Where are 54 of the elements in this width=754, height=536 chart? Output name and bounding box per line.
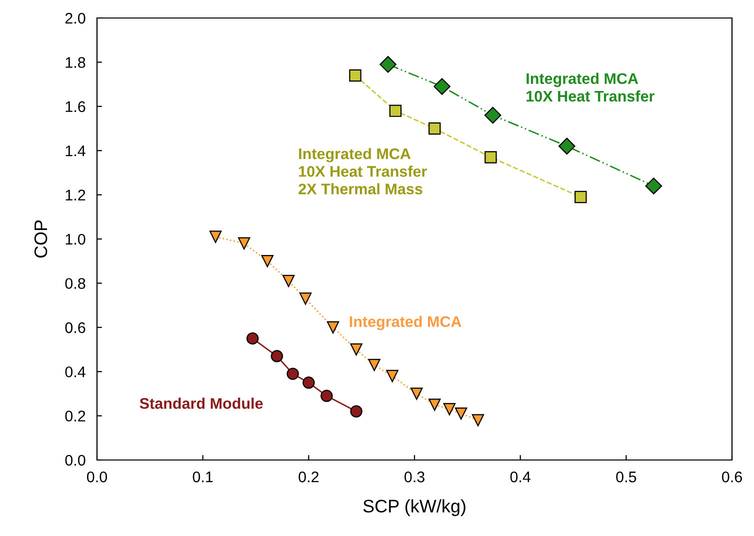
point bbox=[350, 405, 362, 418]
y-tick-label: 0.6 bbox=[65, 322, 86, 334]
y-tick-label: 1.4 bbox=[66, 146, 86, 156]
point bbox=[434, 78, 450, 95]
x-tick-label: 0.6 bbox=[722, 472, 742, 482]
series-label: Integrated MCA 10X Heat Transfer bbox=[526, 72, 654, 102]
y-tick-label: 1.2 bbox=[66, 190, 86, 200]
point bbox=[246, 332, 259, 345]
point bbox=[443, 403, 456, 416]
x-axis-title: SCP (kW/kg) bbox=[363, 499, 466, 516]
y-tick-label: 1.0 bbox=[66, 234, 86, 245]
x-tick-label: 0.0 bbox=[86, 472, 108, 482]
text: Standard Module bbox=[140, 398, 263, 409]
point bbox=[389, 104, 402, 117]
series-label: Integrated MCA 10X Heat Transfer 2X Thermal Mass bbox=[298, 148, 427, 194]
point bbox=[286, 368, 299, 380]
point bbox=[320, 390, 333, 402]
y-tick-label: 0.0 bbox=[65, 454, 86, 466]
point bbox=[558, 138, 576, 155]
x-tick-label: 0.5 bbox=[616, 472, 636, 482]
point bbox=[270, 350, 284, 362]
series-label: Integrated MCA bbox=[350, 316, 462, 330]
point bbox=[380, 56, 396, 73]
point bbox=[238, 237, 250, 250]
y-tick-label: 1.8 bbox=[66, 57, 86, 68]
point bbox=[299, 292, 312, 305]
y-tick-label: 0.2 bbox=[65, 410, 86, 422]
point bbox=[350, 343, 362, 356]
y-tick-label: 1.6 bbox=[66, 101, 86, 112]
x-tick-label: 0.4 bbox=[510, 472, 531, 482]
point bbox=[261, 254, 274, 268]
point bbox=[484, 151, 497, 164]
point bbox=[368, 358, 380, 372]
point bbox=[574, 190, 587, 204]
y-tick-label: 2.0 bbox=[65, 12, 86, 24]
point bbox=[472, 414, 484, 426]
point bbox=[349, 69, 362, 82]
point bbox=[428, 122, 441, 135]
point bbox=[454, 407, 468, 420]
y-tick-label: 0.4 bbox=[65, 366, 86, 378]
x-tick-label: 0.2 bbox=[298, 472, 319, 482]
point bbox=[386, 370, 398, 382]
point bbox=[410, 388, 423, 400]
point bbox=[282, 274, 295, 288]
point bbox=[326, 321, 340, 334]
y-axis-title: COP bbox=[34, 220, 48, 258]
point bbox=[428, 398, 441, 411]
point bbox=[484, 106, 502, 124]
point bbox=[645, 178, 662, 194]
y-tick-label: 0.8 bbox=[65, 278, 86, 289]
x-tick-label: 0.3 bbox=[404, 472, 424, 482]
x-tick-label: 0.1 bbox=[192, 472, 213, 482]
point bbox=[209, 230, 222, 243]
point bbox=[302, 376, 315, 389]
